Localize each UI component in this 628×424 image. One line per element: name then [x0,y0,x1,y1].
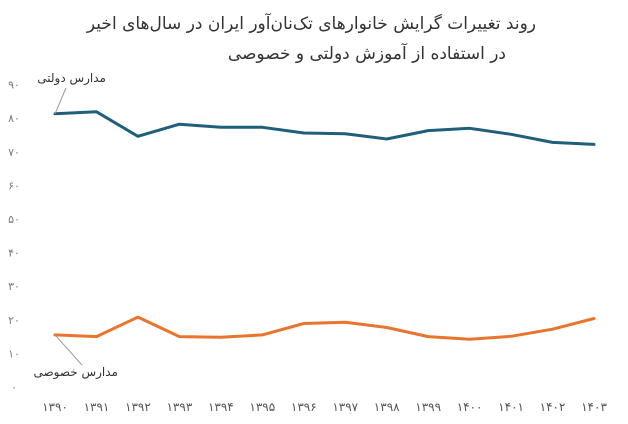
y-tick-label: ۸۰ [8,112,20,125]
x-tick-label: ۱۴۰۲ [540,400,566,414]
private-schools-leader-line [54,334,83,366]
x-tick-label: ۱۳۹۷ [332,400,358,414]
public-schools-label: مدارس دولتی [37,71,106,86]
y-tick-label: ۱۰ [8,347,20,360]
x-tick-label: ۱۳۹۵ [249,400,275,414]
x-tick-label: ۱۳۹۲ [125,400,151,414]
private-schools-line [53,315,596,341]
x-tick-label: ۱۴۰۰ [457,400,483,414]
y-tick-label: ۵۰ [8,213,20,226]
x-tick-label: ۱۳۹۶ [291,400,317,414]
x-tick-label: ۱۳۹۹ [415,400,441,414]
y-tick-label: ۳۰ [8,280,20,293]
private-schools-label: مدارس خصوصی [33,365,118,380]
chart-title-line-2: در استفاده از آموزش دولتی و خصوصی [227,44,506,64]
chart-title-line-1: روند تغییرات گرایش خانوارهای تک‌نان‌آور … [86,14,536,34]
public-schools-leader-line [54,87,67,115]
y-tick-label: ۷۰ [8,146,20,159]
y-tick-label: ۴۰ [8,247,20,260]
x-tick-label: ۱۳۹۰ [42,400,68,414]
y-tick-label: ۰ [11,381,17,394]
y-tick-label: ۹۰ [8,79,20,92]
x-tick-label: ۱۳۹۸ [374,400,400,414]
x-tick-label: ۱۴۰۳ [581,400,607,414]
public-schools-line [53,110,596,146]
y-tick-label: ۲۰ [8,314,20,327]
y-tick-label: ۶۰ [8,179,20,192]
x-tick-label: ۱۳۹۱ [84,400,110,414]
x-tick-label: ۱۳۹۴ [208,400,234,414]
x-tick-label: ۱۳۹۳ [166,400,192,414]
x-tick-label: ۱۴۰۱ [498,400,524,414]
